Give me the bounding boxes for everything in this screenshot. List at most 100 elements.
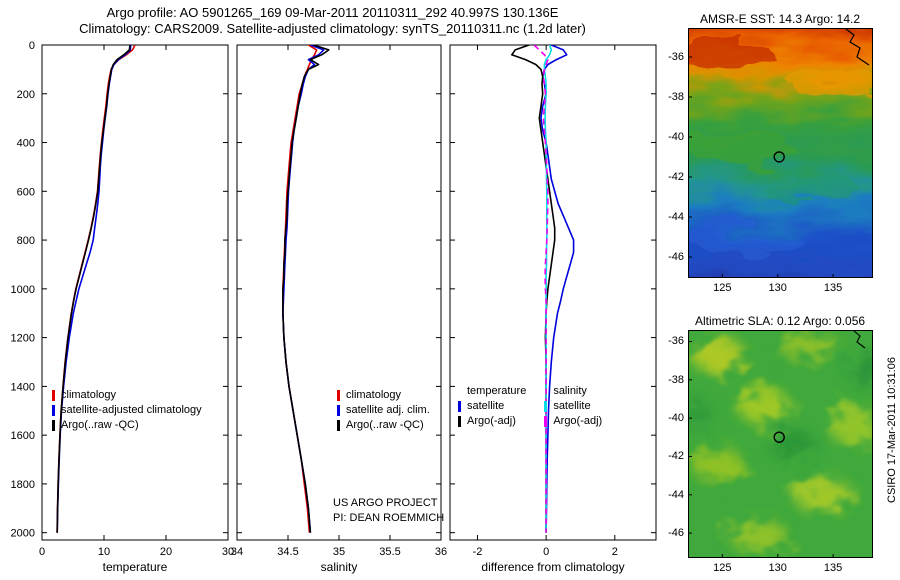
legend-label: Argo(-adj) — [553, 415, 603, 427]
x-tick-label: 2 — [612, 546, 618, 558]
y-tick-label: 0 — [29, 40, 35, 52]
legend-label: Argo(..raw -QC) — [61, 419, 139, 431]
legend-salinity: climatology satellite adj. clim. Argo(..… — [337, 388, 440, 433]
panel-difference-from-climatology: -2 0 2 difference from climatology — [449, 44, 657, 574]
legend-item: satellite — [458, 399, 526, 414]
series-satellite-adj-clim — [282, 45, 325, 533]
legend-swatch-argo — [52, 420, 55, 431]
map-lat-tick-label: -40 — [668, 131, 684, 143]
map-lat-tick-label: -44 — [668, 488, 684, 501]
map-lon-tick-label: 130 — [768, 282, 787, 294]
axes-box — [449, 44, 657, 541]
legend-swatch-satellite — [337, 405, 340, 416]
x-tick-label: 30 — [222, 546, 234, 558]
sst-field — [688, 28, 873, 278]
y-tick-label: 1400 — [11, 381, 35, 393]
legend-label: Argo(-adj) — [467, 415, 516, 427]
x-tick-label: 0 — [39, 546, 45, 558]
legend-item: Argo(..raw -QC) — [52, 418, 228, 433]
x-tick-label: 35.5 — [379, 546, 400, 558]
series-salinity-argo-adj — [533, 45, 549, 533]
project-line2: PI: DEAN ROEMMICH — [333, 512, 445, 524]
sla-field — [688, 330, 873, 558]
map-lat-tick-label: -46 — [668, 251, 684, 263]
coastline — [853, 330, 866, 349]
legend-label: satellite — [553, 400, 591, 412]
legend-swatch-temp-argo — [458, 416, 461, 427]
y-tick-label: 2000 — [11, 528, 35, 540]
legend-item: satellite — [544, 399, 602, 414]
x-axis-label: difference from climatology — [481, 560, 624, 574]
legend-header-temperature: temperature — [467, 385, 527, 397]
coastline — [845, 28, 870, 66]
legend-label: satellite adj. clim. — [346, 404, 430, 416]
x-tick-label: 34 — [231, 546, 243, 558]
legend-item: climatology — [337, 388, 440, 403]
series-climatology — [56, 45, 136, 533]
legend-difference: temperature satellite Argo(-adj) salinit… — [458, 384, 602, 429]
y-tick-label: 400 — [17, 138, 35, 150]
map-lon-tick-label: 125 — [713, 282, 732, 294]
y-tick-label: 800 — [17, 235, 35, 247]
sst-map-title: AMSR-E SST: 14.3 Argo: 14.2 — [699, 12, 861, 26]
x-tick-label: 34.5 — [277, 546, 298, 558]
y-tick-label: 1600 — [11, 430, 35, 442]
series-argo-raw-qc — [56, 45, 131, 533]
sla-map-border — [688, 330, 873, 558]
legend-label: climatology — [61, 389, 117, 401]
y-tick-label: 1200 — [11, 333, 35, 345]
map-lat-tick-label: -40 — [668, 412, 684, 425]
map-lon-tick-label: 130 — [768, 562, 787, 574]
map-lat-tick-label: -42 — [668, 450, 684, 463]
figure-title-line1: Argo profile: AO 5901265_169 09-Mar-2011… — [106, 5, 559, 20]
watermark-timestamp: CSIRO 17-Mar-2011 10:31:06 — [886, 357, 898, 503]
x-tick-label: 35 — [333, 546, 345, 558]
y-tick-label: 200 — [17, 89, 35, 101]
series-satellite-adjusted-climatology — [56, 45, 132, 533]
legend-item: satellite-adjusted climatology — [52, 403, 228, 418]
legend-header-salinity: salinity — [553, 385, 587, 397]
legend-swatch-sal-argo — [544, 416, 548, 427]
legend-swatch-satellite — [52, 405, 55, 416]
legend-item: Argo(..raw -QC) — [337, 418, 440, 433]
y-tick-label: 1000 — [11, 284, 35, 296]
sla-map — [688, 330, 873, 558]
legend-label: climatology — [346, 389, 402, 401]
legend-swatch-climatology — [337, 390, 340, 401]
legend-item: Argo(-adj) — [458, 414, 526, 429]
series-temperature-argo-adj — [510, 45, 556, 533]
y-tick-label: 1800 — [11, 479, 35, 491]
map-lat-tick-label: -38 — [668, 91, 684, 103]
sla-argo-position-marker — [773, 431, 785, 443]
map-lat-tick-label: -46 — [668, 527, 684, 540]
legend-swatch-sal-satellite — [544, 401, 548, 412]
panel-temperature-profile: 0 10 20 30 0 200 400 600 800 1000 1200 1400 1600 1800… — [11, 40, 235, 574]
axes-box — [236, 44, 442, 541]
legend-item: Argo(-adj) — [544, 414, 602, 429]
map-lon-tick-label: 135 — [823, 282, 843, 294]
legend-swatch-climatology — [52, 390, 55, 401]
y-tick-label: 600 — [17, 186, 35, 198]
series-climatology — [282, 45, 318, 533]
sst-map — [688, 28, 873, 278]
x-axis-label: temperature — [103, 560, 168, 574]
sst-map-border — [688, 28, 873, 278]
legend-label: satellite-adjusted climatology — [61, 404, 202, 416]
x-tick-label: 36 — [435, 546, 447, 558]
x-tick-label: 0 — [543, 546, 549, 558]
map-lat-tick-label: -36 — [668, 51, 684, 63]
x-axis-label: salinity — [321, 560, 358, 574]
map-lon-tick-label: 125 — [713, 562, 732, 574]
x-tick-label: 10 — [98, 546, 110, 558]
legend-label: Argo(..raw -QC) — [346, 419, 424, 431]
x-tick-label: 20 — [160, 546, 172, 558]
legend-swatch-argo — [337, 420, 340, 431]
sst-argo-position-marker — [773, 151, 785, 163]
map-lat-tick-label: -42 — [668, 171, 684, 183]
legend-difference-temperature-col: temperature satellite Argo(-adj) — [458, 384, 526, 429]
legend-difference-salinity-col: salinity satellite Argo(-adj) — [544, 384, 602, 429]
project-line1: US ARGO PROJECT — [333, 497, 438, 509]
map-lon-tick-label: 135 — [823, 562, 843, 574]
